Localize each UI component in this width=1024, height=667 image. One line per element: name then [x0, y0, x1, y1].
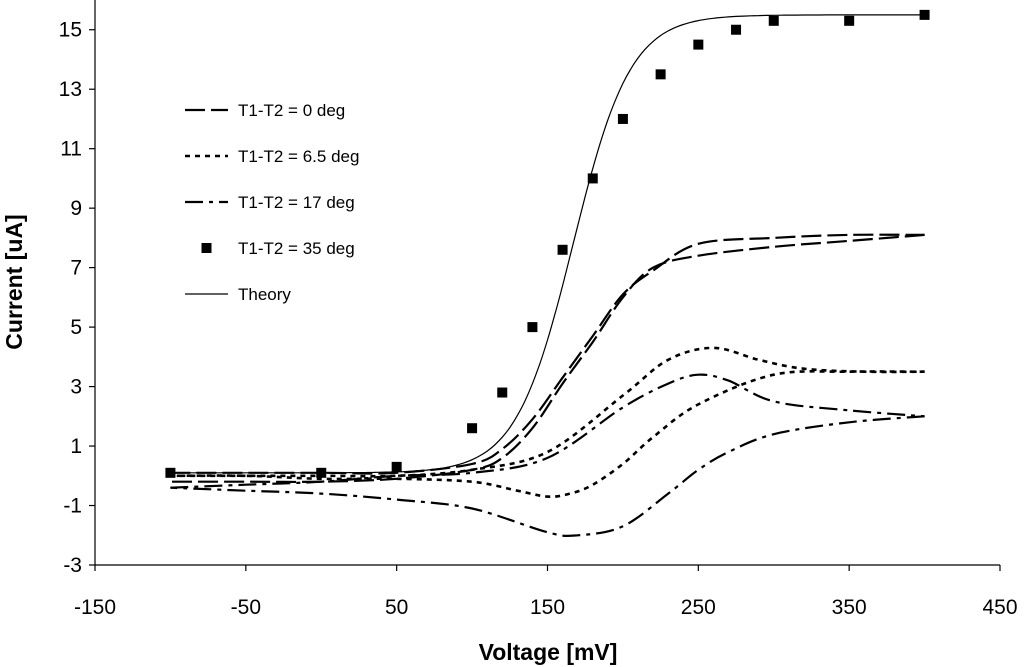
data-point-35deg [497, 387, 508, 398]
legend-label-2: T1-T2 = 17 deg [238, 193, 355, 212]
data-point-35deg [844, 15, 855, 26]
series-2-return-line [170, 415, 925, 538]
data-point-35deg [655, 69, 666, 80]
y-tick-label: 11 [60, 138, 82, 161]
data-point-35deg [617, 113, 628, 124]
data-point-35deg [768, 15, 779, 26]
legend: T1-T2 = 0 deg T1-T2 = 6.5 deg T1-T2 = 17 d… [185, 101, 359, 304]
y-axis-title: Current [uA] [1, 214, 27, 349]
data-point-35deg [467, 423, 478, 434]
legend-marker-35deg [201, 243, 212, 253]
x-tick-label: 350 [832, 596, 867, 619]
y-tick-label: 13 [59, 78, 82, 101]
y-tick-label: 7 [70, 257, 82, 280]
theory-line [170, 14, 925, 474]
y-tick-label: -3 [63, 554, 82, 577]
data-point-35deg [527, 322, 538, 333]
legend-label-1: T1-T2 = 6.5 deg [238, 147, 359, 166]
x-tick-label: -50 [231, 596, 261, 619]
legend-label-4: Theory [238, 285, 291, 304]
y-tick-label: 3 [70, 376, 82, 399]
y-tick-label: 1 [70, 435, 82, 458]
data-point-35deg [731, 24, 742, 35]
x-tick-label: -150 [74, 596, 116, 619]
x-tick-label: 150 [530, 596, 565, 619]
data-point-35deg [557, 244, 568, 255]
x-tick-label: 450 [982, 596, 1017, 619]
series-0-forward-line [170, 233, 925, 475]
y-tick-label: 5 [70, 316, 82, 339]
x-tick-label: 50 [385, 596, 408, 619]
y-tick-label: -1 [63, 495, 82, 518]
series-layer [165, 9, 930, 538]
series-2-forward-line [170, 373, 925, 489]
data-point-35deg [693, 39, 704, 50]
legend-label-0: T1-T2 = 0 deg [238, 101, 345, 120]
x-axis-title: Voltage [mV] [479, 639, 618, 665]
y-tick-label: 15 [59, 19, 82, 42]
data-point-35deg [391, 461, 402, 472]
data-point-35deg [587, 173, 598, 184]
series-1-return-line [170, 370, 925, 498]
series-0-return-line [170, 233, 925, 484]
legend-label-3: T1-T2 = 35 deg [238, 239, 355, 258]
x-tick-label: 250 [681, 596, 716, 619]
y-tick-label: 9 [70, 197, 82, 220]
